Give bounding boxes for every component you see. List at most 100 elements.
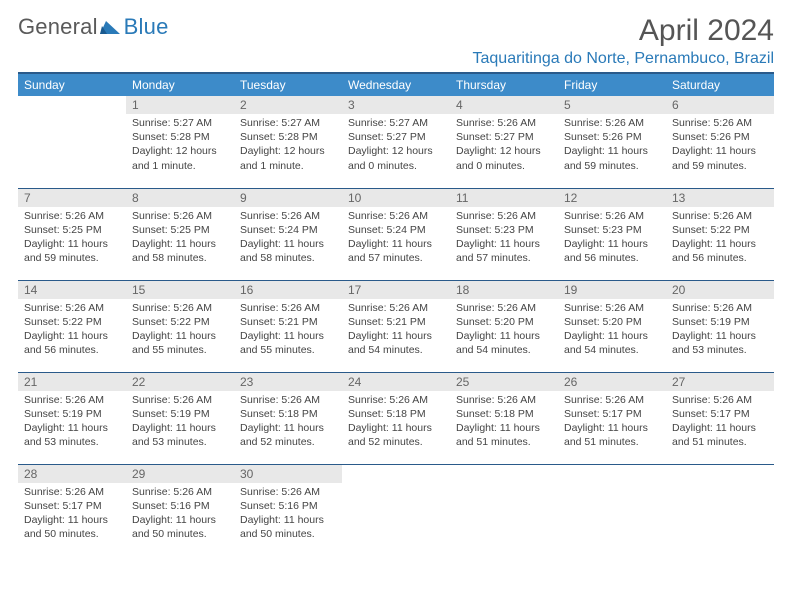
calendar-week-row: 28Sunrise: 5:26 AMSunset: 5:17 PMDayligh…	[18, 464, 774, 556]
sunset-text: Sunset: 5:25 PM	[132, 223, 228, 237]
calendar-day-cell: 21Sunrise: 5:26 AMSunset: 5:19 PMDayligh…	[18, 372, 126, 464]
day-data: Sunrise: 5:26 AMSunset: 5:20 PMDaylight:…	[558, 299, 666, 362]
sunrise-text: Sunrise: 5:26 AM	[672, 301, 768, 315]
day-number: 20	[666, 281, 774, 299]
day-number: 10	[342, 189, 450, 207]
calendar-day-cell: 26 Sunrise: 5:26 AMSunset: 5:17 PMDayligh…	[558, 372, 666, 464]
location-subtitle: Taquaritinga do Norte, Pernambuco, Brazi…	[473, 50, 775, 68]
calendar-day-cell: 9Sunrise: 5:26 AMSunset: 5:24 PMDaylight…	[234, 188, 342, 280]
title-block: April 2024 Taquaritinga do Norte, Pernam…	[473, 14, 775, 68]
day-data: Sunrise: 5:26 AMSunset: 5:18 PMDaylight:…	[234, 391, 342, 454]
sunset-text: Sunset: 5:19 PM	[672, 315, 768, 329]
sunset-text: Sunset: 5:16 PM	[132, 499, 228, 513]
sunrise-text: Sunrise: 5:26 AM	[132, 209, 228, 223]
calendar-day-cell: 28Sunrise: 5:26 AMSunset: 5:17 PMDayligh…	[18, 464, 126, 556]
day-number: 21	[18, 373, 126, 391]
day-data: Sunrise: 5:27 AMSunset: 5:28 PMDaylight:…	[234, 114, 342, 177]
daylight-text: Daylight: 12 hours and 1 minute.	[240, 144, 336, 172]
sunrise-text: Sunrise: 5:26 AM	[564, 393, 660, 407]
calendar-day-cell: 13Sunrise: 5:26 AMSunset: 5:22 PMDayligh…	[666, 188, 774, 280]
day-data: Sunrise: 5:26 AMSunset: 5:17 PMDaylight:…	[666, 391, 774, 454]
sunset-text: Sunset: 5:18 PM	[240, 407, 336, 421]
day-number: 18	[450, 281, 558, 299]
calendar-week-row: ..1Sunrise: 5:27 AMSunset: 5:28 PMDaylig…	[18, 96, 774, 188]
daylight-text: Daylight: 11 hours and 51 minutes.	[456, 421, 552, 449]
logo-text-right: Blue	[124, 14, 169, 40]
weekday-header-row: SundayMondayTuesdayWednesdayThursdayFrid…	[18, 73, 774, 96]
calendar-day-cell: 27Sunrise: 5:26 AMSunset: 5:17 PMDayligh…	[666, 372, 774, 464]
daylight-text: Daylight: 11 hours and 50 minutes.	[132, 513, 228, 541]
sunrise-text: Sunrise: 5:26 AM	[672, 116, 768, 130]
day-data: Sunrise: 5:26 AMSunset: 5:23 PMDaylight:…	[450, 207, 558, 270]
calendar-body: ..1Sunrise: 5:27 AMSunset: 5:28 PMDaylig…	[18, 96, 774, 556]
day-data: Sunrise: 5:26 AMSunset: 5:24 PMDaylight:…	[234, 207, 342, 270]
calendar-day-cell: 20Sunrise: 5:26 AMSunset: 5:19 PMDayligh…	[666, 280, 774, 372]
daylight-text: Daylight: 11 hours and 56 minutes.	[564, 237, 660, 265]
sunset-text: Sunset: 5:24 PM	[348, 223, 444, 237]
sunset-text: Sunset: 5:18 PM	[456, 407, 552, 421]
sunrise-text: Sunrise: 5:26 AM	[24, 209, 120, 223]
sunrise-text: Sunrise: 5:27 AM	[348, 116, 444, 130]
day-data: Sunrise: 5:26 AMSunset: 5:22 PMDaylight:…	[666, 207, 774, 270]
sunset-text: Sunset: 5:23 PM	[564, 223, 660, 237]
daylight-text: Daylight: 11 hours and 54 minutes.	[564, 329, 660, 357]
daylight-text: Daylight: 11 hours and 50 minutes.	[24, 513, 120, 541]
day-data: Sunrise: 5:26 AMSunset: 5:25 PMDaylight:…	[126, 207, 234, 270]
calendar-day-cell: ..	[450, 464, 558, 556]
day-data: Sunrise: 5:26 AMSunset: 5:25 PMDaylight:…	[18, 207, 126, 270]
weekday-header: Saturday	[666, 73, 774, 96]
sunset-text: Sunset: 5:28 PM	[240, 130, 336, 144]
sunset-text: Sunset: 5:23 PM	[456, 223, 552, 237]
day-data: Sunrise: 5:26 AMSunset: 5:16 PMDaylight:…	[126, 483, 234, 546]
day-data: Sunrise: 5:26 AMSunset: 5:17 PMDaylight:…	[18, 483, 126, 546]
sunset-text: Sunset: 5:22 PM	[672, 223, 768, 237]
day-data: Sunrise: 5:26 AMSunset: 5:16 PMDaylight:…	[234, 483, 342, 546]
calendar-day-cell: 19Sunrise: 5:26 AMSunset: 5:20 PMDayligh…	[558, 280, 666, 372]
calendar-day-cell: 4Sunrise: 5:26 AMSunset: 5:27 PMDaylight…	[450, 96, 558, 188]
sunset-text: Sunset: 5:16 PM	[240, 499, 336, 513]
sunrise-text: Sunrise: 5:26 AM	[24, 485, 120, 499]
daylight-text: Daylight: 11 hours and 50 minutes.	[240, 513, 336, 541]
calendar-week-row: 14Sunrise: 5:26 AMSunset: 5:22 PMDayligh…	[18, 280, 774, 372]
sunset-text: Sunset: 5:22 PM	[132, 315, 228, 329]
day-number: 26	[558, 373, 666, 391]
day-number: 24	[342, 373, 450, 391]
daylight-text: Daylight: 11 hours and 51 minutes.	[564, 421, 660, 449]
day-data: Sunrise: 5:26 AMSunset: 5:22 PMDaylight:…	[126, 299, 234, 362]
day-data: Sunrise: 5:26 AMSunset: 5:22 PMDaylight:…	[18, 299, 126, 362]
day-number: 15	[126, 281, 234, 299]
day-number: 22	[126, 373, 234, 391]
sunset-text: Sunset: 5:22 PM	[24, 315, 120, 329]
daylight-text: Daylight: 11 hours and 58 minutes.	[132, 237, 228, 265]
calendar-day-cell: 30Sunrise: 5:26 AMSunset: 5:16 PMDayligh…	[234, 464, 342, 556]
day-number: 28	[18, 465, 126, 483]
sunrise-text: Sunrise: 5:26 AM	[132, 485, 228, 499]
sunrise-text: Sunrise: 5:26 AM	[456, 301, 552, 315]
sunset-text: Sunset: 5:27 PM	[348, 130, 444, 144]
daylight-text: Daylight: 12 hours and 1 minute.	[132, 144, 228, 172]
sunset-text: Sunset: 5:17 PM	[672, 407, 768, 421]
weekday-header: Monday	[126, 73, 234, 96]
daylight-text: Daylight: 11 hours and 53 minutes.	[24, 421, 120, 449]
sunset-text: Sunset: 5:17 PM	[564, 407, 660, 421]
calendar-day-cell: ..	[18, 96, 126, 188]
sunset-text: Sunset: 5:26 PM	[564, 130, 660, 144]
calendar-day-cell: 15Sunrise: 5:26 AMSunset: 5:22 PMDayligh…	[126, 280, 234, 372]
sunrise-text: Sunrise: 5:26 AM	[348, 301, 444, 315]
logo-text-left: General	[18, 14, 98, 40]
calendar-day-cell: 10Sunrise: 5:26 AMSunset: 5:24 PMDayligh…	[342, 188, 450, 280]
page-header: General Blue April 2024 Taquaritinga do …	[18, 14, 774, 68]
day-number: 17	[342, 281, 450, 299]
sunrise-text: Sunrise: 5:26 AM	[240, 485, 336, 499]
day-data: Sunrise: 5:26 AMSunset: 5:21 PMDaylight:…	[234, 299, 342, 362]
sunset-text: Sunset: 5:20 PM	[456, 315, 552, 329]
day-data: Sunrise: 5:26 AMSunset: 5:27 PMDaylight:…	[450, 114, 558, 177]
day-number: 30	[234, 465, 342, 483]
sunset-text: Sunset: 5:20 PM	[564, 315, 660, 329]
weekday-header: Sunday	[18, 73, 126, 96]
sunset-text: Sunset: 5:19 PM	[132, 407, 228, 421]
sunrise-text: Sunrise: 5:26 AM	[240, 209, 336, 223]
calendar-day-cell: 23Sunrise: 5:26 AMSunset: 5:18 PMDayligh…	[234, 372, 342, 464]
calendar-day-cell: 16Sunrise: 5:26 AMSunset: 5:21 PMDayligh…	[234, 280, 342, 372]
daylight-text: Daylight: 11 hours and 57 minutes.	[456, 237, 552, 265]
